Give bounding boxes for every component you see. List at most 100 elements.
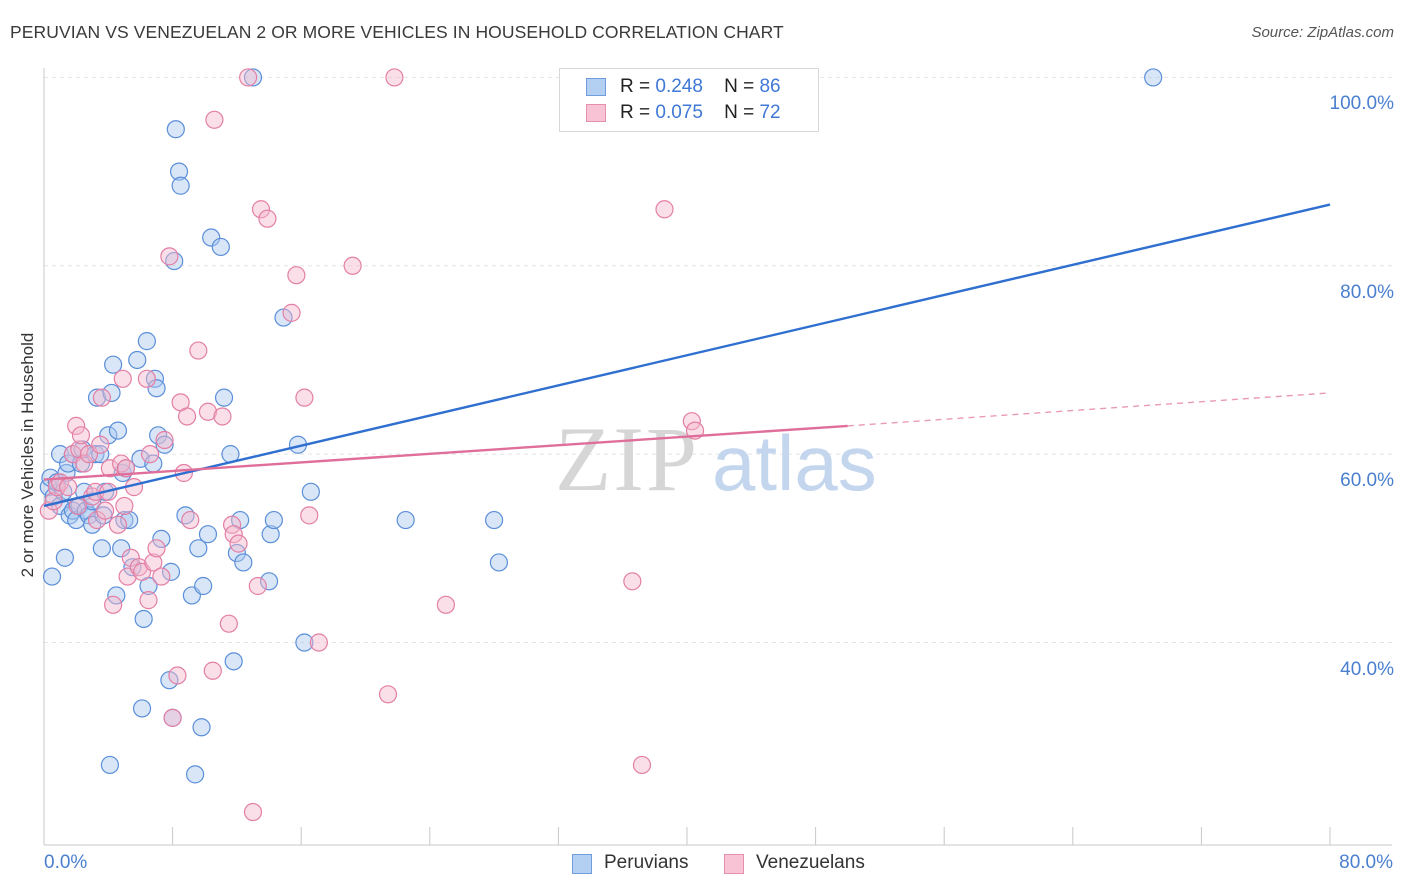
- legend-r-label: R =: [620, 76, 651, 97]
- peruvians-point: [189, 539, 208, 558]
- peruvians-point: [55, 548, 74, 567]
- y-tick-label: 40.0%: [1340, 658, 1394, 680]
- source-label: Source: ZipAtlas.com: [1251, 24, 1394, 41]
- venezuelans-point: [71, 426, 91, 445]
- venezuelans-point: [75, 454, 94, 473]
- venezuelans-point: [160, 247, 179, 266]
- legend-n-label: N =: [724, 102, 755, 123]
- x-tick-label: 0.0%: [44, 852, 88, 873]
- venezuelans-point: [632, 755, 652, 775]
- venezuelans-point: [137, 369, 156, 388]
- peruvians-point: [59, 454, 78, 473]
- legend-r-value: 0.248: [655, 76, 703, 97]
- venezuelans-point: [287, 266, 306, 285]
- peruvians-point: [234, 553, 253, 572]
- venezuelans-point: [181, 510, 200, 530]
- venezuelans-trend-extension: [847, 392, 1331, 427]
- peruvians-point: [214, 388, 234, 407]
- peruvians-point: [147, 379, 166, 398]
- peruvians-point: [186, 765, 205, 784]
- peruvians-point: [120, 510, 139, 530]
- y-tick-label: 60.0%: [1340, 470, 1394, 492]
- venezuelans-point: [115, 496, 134, 516]
- peruvians-point: [301, 482, 320, 501]
- venezuelans-point: [623, 572, 642, 591]
- peruvians-point: [243, 68, 263, 87]
- venezuelans-point: [67, 416, 86, 435]
- peruvians-point: [489, 553, 509, 572]
- venezuelans-point: [239, 68, 258, 87]
- series-swatch-venezuelans: [724, 854, 744, 874]
- peruvians-point: [211, 237, 230, 257]
- series-label-venezuelans: Venezuelans: [756, 852, 865, 873]
- venezuelans-point: [152, 567, 171, 586]
- series-swatch-peruvians: [572, 854, 592, 874]
- venezuelans-points: [39, 68, 705, 822]
- peruvians-point: [171, 176, 190, 195]
- venezuelans-point: [224, 525, 243, 544]
- peruvians-point: [259, 572, 279, 591]
- peruvians-point: [224, 652, 243, 671]
- peruvians-point: [264, 510, 283, 530]
- peruvians-point: [169, 162, 189, 181]
- trend-lines: [43, 203, 1331, 508]
- venezuelans-point: [203, 661, 222, 680]
- peruvians-point: [396, 510, 415, 530]
- venezuelans-point: [70, 440, 89, 459]
- peruvians-trend-line: [43, 203, 1331, 508]
- y-tick-label: 100.0%: [1329, 93, 1394, 115]
- venezuelans-trend-line: [43, 424, 848, 481]
- correlation-legend: R = 0.248 N = 86 R = 0.075 N = 72: [559, 68, 819, 132]
- watermark-zip: ZIP: [555, 408, 699, 510]
- venezuelans-point: [91, 435, 110, 454]
- peruvians-point: [227, 543, 246, 563]
- legend-swatch-peruvians: [586, 78, 606, 96]
- venezuelans-point: [177, 407, 197, 426]
- venezuelans-point: [163, 708, 182, 727]
- legend-r-value: 0.075: [655, 102, 703, 123]
- peruvians-point: [123, 558, 142, 577]
- peruvians-point: [155, 435, 174, 454]
- venezuelans-point: [378, 685, 398, 704]
- venezuelans-point: [100, 459, 120, 478]
- venezuelans-point: [213, 407, 232, 426]
- x-tick-label: 80.0%: [1339, 852, 1393, 873]
- venezuelans-point: [198, 402, 218, 421]
- peruvians-point: [112, 539, 131, 558]
- venezuelans-point: [155, 430, 174, 450]
- venezuelans-point: [282, 303, 301, 322]
- venezuelans-point: [251, 200, 271, 219]
- peruvians-point: [132, 699, 152, 718]
- venezuelans-point: [222, 515, 242, 534]
- venezuelans-point: [205, 110, 224, 129]
- venezuelans-point: [139, 591, 158, 610]
- venezuelans-point: [258, 209, 277, 228]
- venezuelans-point: [113, 369, 132, 388]
- venezuelans-point: [219, 614, 238, 633]
- peruvians-point: [198, 525, 218, 544]
- peruvians-point: [202, 228, 221, 247]
- peruvians-point: [261, 525, 280, 544]
- legend-r-label: R =: [620, 102, 651, 123]
- venezuelans-point: [229, 534, 248, 553]
- venezuelans-point: [168, 666, 187, 685]
- peruvians-point: [104, 355, 123, 374]
- legend-n-label: N =: [724, 76, 755, 97]
- peruvians-point: [485, 510, 504, 530]
- peruvians-point: [100, 755, 120, 775]
- peruvians-point: [108, 421, 128, 440]
- peruvians-point: [152, 529, 171, 549]
- peruvians-point: [92, 539, 111, 558]
- venezuelans-point: [59, 478, 78, 497]
- y-tick-label: 80.0%: [1340, 281, 1394, 303]
- venezuelans-point: [295, 388, 314, 407]
- peruvians-point: [128, 350, 147, 370]
- peruvians-point: [134, 609, 153, 629]
- peruvians-point: [102, 383, 121, 403]
- watermark: ZIP atlas: [555, 408, 877, 510]
- legend-n-value: 86: [759, 76, 781, 97]
- peruvians-point: [42, 567, 62, 586]
- venezuelans-point: [189, 341, 208, 360]
- venezuelans-point: [147, 539, 166, 558]
